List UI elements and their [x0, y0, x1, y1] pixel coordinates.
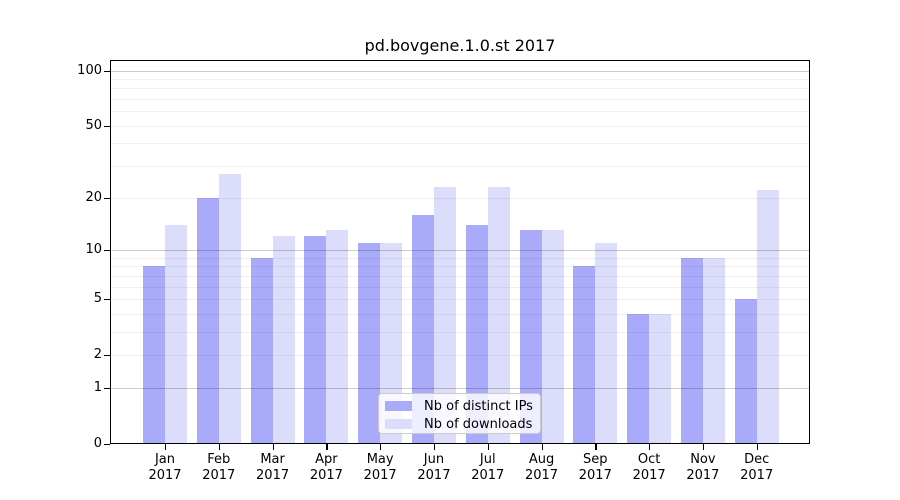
y-tick-label: 100 [77, 62, 102, 78]
bar-distinct-ips-feb [196, 197, 219, 444]
legend-swatch-distinct-ips [385, 401, 412, 411]
chart-title: pd.bovgene.1.0.st 2017 [364, 36, 556, 55]
y-tick [104, 249, 110, 252]
y-tick [104, 298, 110, 301]
y-tick-label: 5 [93, 290, 102, 306]
y-tick-label: 1 [93, 379, 102, 395]
y-tick-label: 10 [85, 241, 102, 257]
bar-distinct-ips-aug [519, 230, 542, 444]
x-tick [756, 444, 758, 450]
legend-item-downloads: Nb of downloads [385, 416, 534, 432]
gridline-minor [111, 197, 809, 199]
legend-item-distinct-ips: Nb of distinct IPs [385, 398, 534, 414]
x-tick-label-apr: Apr 2017 [309, 452, 343, 483]
gridline-minor [111, 166, 809, 168]
bar-downloads-sep [595, 242, 618, 444]
x-tick [487, 444, 489, 450]
bar-distinct-ips-may [358, 242, 381, 444]
x-tick [326, 444, 328, 450]
y-tick-label: 2 [93, 347, 102, 363]
gridline-major [111, 249, 809, 251]
bar-distinct-ips-sep [573, 266, 596, 444]
gridline-minor [111, 99, 809, 101]
legend: Nb of distinct IPs Nb of downloads [378, 393, 541, 434]
bar-downloads-mar [272, 236, 295, 444]
bar-distinct-ips-jul [465, 224, 488, 444]
y-tick [104, 355, 110, 357]
bar-distinct-ips-jan [143, 266, 165, 444]
x-tick-label-feb: Feb 2017 [202, 452, 236, 483]
bar-downloads-oct [649, 313, 672, 444]
bar-downloads-dec [756, 190, 779, 444]
bar-downloads-jun [433, 186, 456, 444]
gridline-minor [111, 111, 809, 113]
bar-distinct-ips-apr [304, 236, 327, 444]
bar-distinct-ips-oct [627, 313, 650, 444]
gridline-minor [111, 257, 809, 259]
x-tick-label-sep: Sep 2017 [578, 452, 612, 483]
bar-downloads-jan [165, 224, 187, 444]
x-tick-label-jun: Jun 2017 [417, 452, 451, 483]
gridline-minor [111, 143, 809, 145]
bar-distinct-ips-jun [411, 214, 434, 444]
x-tick-label-mar: Mar 2017 [256, 452, 290, 483]
bar-distinct-ips-mar [250, 257, 273, 444]
y-tick [104, 197, 110, 199]
x-tick [165, 444, 167, 450]
legend-label-downloads: Nb of downloads [424, 416, 533, 432]
gridline-minor [111, 331, 809, 333]
gridline-major [111, 387, 809, 389]
bar-downloads-nov [702, 257, 725, 444]
gridline-minor [111, 286, 809, 288]
x-tick [218, 444, 220, 450]
gridline-minor [111, 266, 809, 268]
bar-distinct-ips-dec [734, 298, 757, 444]
y-tick [104, 70, 110, 72]
gridline-minor [111, 78, 809, 80]
gridline-minor [111, 313, 809, 315]
x-tick-label-jul: Jul 2017 [471, 452, 505, 483]
x-tick [433, 444, 436, 450]
gridline-major [111, 70, 809, 72]
y-tick [104, 125, 110, 127]
y-tick [104, 387, 110, 390]
gridline-minor [111, 298, 809, 300]
bar-downloads-jul [487, 186, 510, 444]
y-tick [104, 444, 110, 446]
gridline-minor [111, 355, 809, 357]
x-tick-label-aug: Aug 2017 [524, 452, 559, 483]
bar-distinct-ips-nov [680, 257, 703, 444]
legend-swatch-downloads [385, 419, 412, 429]
bar-downloads-apr [326, 230, 349, 444]
x-tick-label-jan: Jan 2017 [148, 452, 182, 483]
x-tick [272, 444, 274, 450]
x-tick-label-dec: Dec 2017 [740, 452, 774, 483]
x-tick [702, 444, 705, 450]
bar-downloads-feb [218, 174, 241, 444]
gridline-minor [111, 88, 809, 90]
gridline-minor [111, 275, 809, 277]
y-tick-label: 0 [93, 436, 102, 451]
y-tick-label: 20 [85, 189, 102, 205]
gridline-minor [111, 125, 809, 127]
bar-downloads-aug [541, 230, 564, 444]
x-tick-label-may: May 2017 [363, 452, 397, 483]
x-tick [380, 444, 382, 450]
x-tick [595, 444, 597, 450]
y-tick-label: 50 [85, 117, 102, 133]
x-tick-label-oct: Oct 2017 [632, 452, 666, 483]
x-tick-label-nov: Nov 2017 [686, 452, 720, 483]
legend-label-distinct-ips: Nb of distinct IPs [424, 398, 533, 414]
x-tick [649, 444, 651, 450]
x-tick [541, 444, 543, 450]
